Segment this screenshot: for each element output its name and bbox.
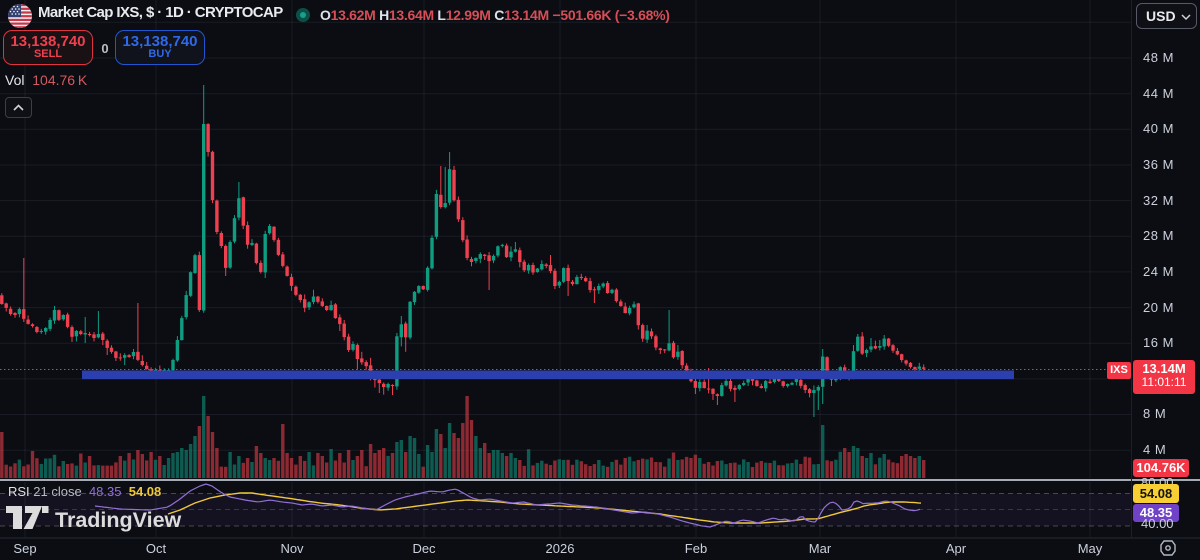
svg-text:TradingView: TradingView (55, 508, 182, 532)
